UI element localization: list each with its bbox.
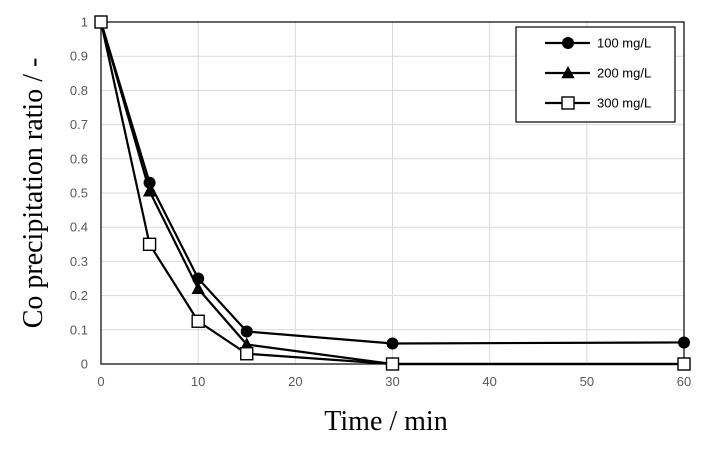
data-point-square	[191, 314, 205, 328]
x-tick-label: 50	[580, 374, 594, 389]
legend-entry: 300 mg/L	[545, 96, 651, 111]
data-point-square	[240, 347, 254, 361]
legend-box	[515, 26, 676, 123]
data-point-triangle	[142, 184, 157, 197]
series-line	[99, 21, 685, 345]
data-point-triangle	[191, 281, 205, 295]
series-line	[99, 21, 684, 366]
legend-label: 100 mg/L	[597, 36, 651, 51]
y-tick-label: 0.5	[70, 186, 88, 201]
x-tick-labels: 0 10 20 30 40 50 60	[97, 374, 691, 389]
legend-label: 200 mg/L	[597, 66, 651, 81]
data-point-square	[94, 15, 108, 29]
data-point-circle	[562, 37, 574, 49]
y-tick-label: 0.3	[70, 254, 88, 269]
y-tick-label: 0.1	[70, 322, 88, 337]
x-tick-label: 40	[482, 374, 496, 389]
y-tick-label: 0.7	[70, 117, 88, 132]
data-point-circle	[386, 337, 399, 350]
y-tick-label: 1	[81, 15, 88, 30]
y-tick-label: 0.9	[70, 49, 88, 64]
data-point-triangle	[240, 337, 254, 350]
x-tick-label: 0	[97, 374, 104, 389]
x-tick-label: 20	[288, 374, 302, 389]
y-tick-label: 0.4	[70, 220, 88, 235]
legend-entry: 100 mg/L	[545, 36, 651, 51]
data-point-circle	[240, 325, 253, 338]
legend-entry: 200 mg/L	[545, 66, 651, 81]
y-tick-label: 0.6	[70, 151, 88, 166]
series-layer	[94, 15, 691, 371]
y-axis-title: Co precipitation ratio / -	[18, 58, 49, 329]
data-point-square	[677, 357, 691, 371]
y-tick-label: 0.2	[70, 288, 88, 303]
x-axis-title: Time / min	[324, 406, 447, 437]
x-tick-label: 30	[385, 374, 399, 389]
y-tick-label: 0.8	[70, 83, 88, 98]
data-point-triangle	[561, 66, 575, 79]
legend-label: 300 mg/L	[597, 96, 651, 111]
y-tick-labels: 0 0.1 0.2 0.3 0.4 0.5 0.6 0.7 0.8 0.9 1	[70, 15, 88, 372]
x-tick-label: 10	[191, 374, 205, 389]
series-3	[94, 15, 691, 371]
data-point-square	[142, 237, 157, 252]
x-tick-label: 60	[677, 374, 691, 389]
legend: 100 mg/L 200 mg/L 300 mg/L	[515, 26, 676, 123]
data-point-circle	[678, 336, 690, 349]
data-point-square	[561, 96, 575, 110]
y-tick-label: 0	[81, 357, 88, 372]
data-point-square	[385, 357, 400, 371]
